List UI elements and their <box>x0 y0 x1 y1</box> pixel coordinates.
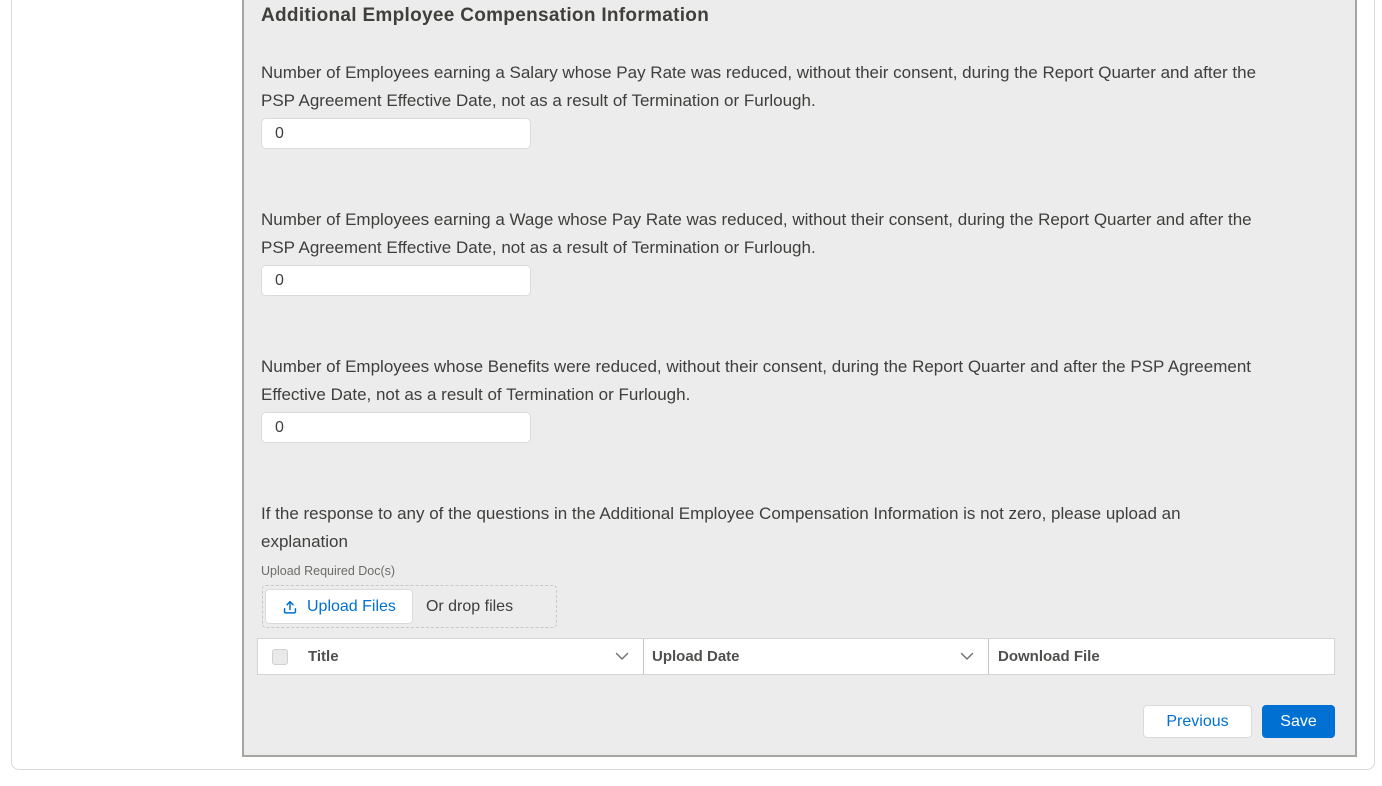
column-header-upload-date[interactable]: Upload Date <box>644 639 989 674</box>
upload-prompt: If the response to any of the questions … <box>261 504 1181 551</box>
column-header-download-file[interactable]: Download File <box>989 639 1334 674</box>
upload-field-label: Upload Required Doc(s) <box>261 564 396 578</box>
column-label-download-file: Download File <box>998 648 1100 665</box>
salary-reduced-input[interactable] <box>261 118 531 149</box>
chevron-down-icon[interactable] <box>960 652 974 661</box>
column-label-title: Title <box>308 648 339 665</box>
upload-files-button[interactable]: Upload Files <box>265 589 413 624</box>
column-label-upload-date: Upload Date <box>652 648 740 665</box>
column-header-title[interactable]: Title <box>258 639 644 674</box>
page-title: Additional Employee Compensation Informa… <box>261 5 710 26</box>
wage-reduced-input[interactable] <box>261 265 531 296</box>
upload-icon <box>282 599 298 615</box>
previous-button[interactable]: Previous <box>1143 705 1252 738</box>
benefits-reduced-input[interactable] <box>261 412 531 443</box>
chevron-down-icon[interactable] <box>615 652 629 661</box>
footer-actions: Previous Save <box>1143 705 1335 738</box>
drop-files-label: Or drop files <box>425 597 514 615</box>
question-label-salary: Number of Employees earning a Salary who… <box>261 63 1257 110</box>
upload-files-button-label: Upload Files <box>307 597 396 615</box>
select-all-checkbox[interactable] <box>272 648 288 665</box>
question-label-benefits: Number of Employees whose Benefits were … <box>261 357 1252 404</box>
documents-table: Title Upload Date Download File <box>257 638 1335 675</box>
question-label-wage: Number of Employees earning a Wage whose… <box>261 210 1252 257</box>
save-button[interactable]: Save <box>1262 705 1335 738</box>
file-dropzone[interactable]: Upload Files Or drop files <box>262 585 557 628</box>
